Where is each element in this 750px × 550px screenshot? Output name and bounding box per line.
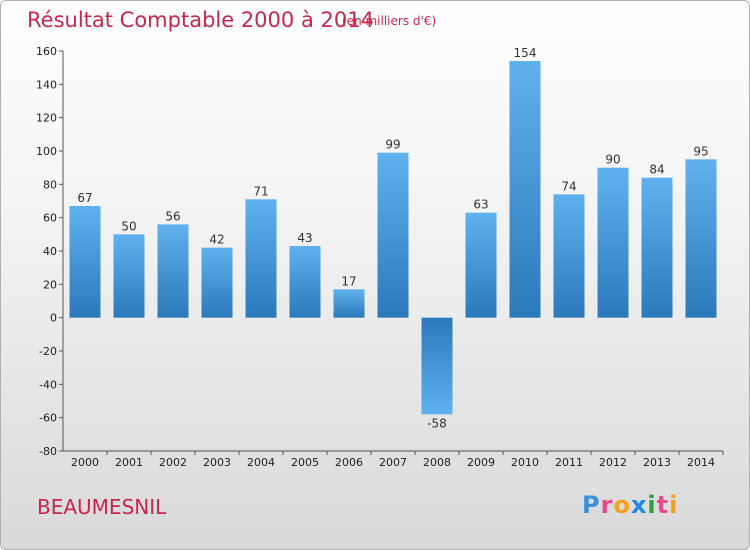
bar-2001: [113, 234, 145, 318]
data-label-2003: 42: [209, 233, 224, 247]
bar-2010: [509, 61, 541, 318]
x-tick-label: 2011: [555, 456, 583, 469]
data-label-2001: 50: [121, 219, 136, 233]
bars-group: [69, 61, 717, 415]
logo-letter: t: [656, 491, 670, 519]
logo-letter: o: [613, 491, 631, 519]
y-tick-label: 120: [36, 112, 57, 125]
y-tick-label: -80: [39, 445, 57, 458]
bar-2004: [245, 199, 277, 318]
x-tick-label: 2010: [511, 456, 539, 469]
bar-2003: [201, 247, 233, 318]
x-tick-label: 2001: [115, 456, 143, 469]
data-label-2005: 43: [297, 231, 312, 245]
chart-title: Résultat Comptable 2000 à 2014: [27, 8, 374, 32]
logo-letter: r: [600, 491, 614, 519]
bar-2007: [377, 152, 409, 318]
x-tick-label: 2012: [599, 456, 627, 469]
y-tick-label: 100: [36, 145, 57, 158]
data-label-2011: 74: [561, 179, 576, 193]
data-labels-group: 67 50 56 42 71 43 17 99 -58 63 154 74 90 84 95: [77, 46, 708, 430]
bar-2014: [685, 159, 717, 318]
y-tick-label: 20: [43, 278, 57, 291]
logo-letter: x: [630, 491, 648, 519]
x-tick-label: 2014: [687, 456, 715, 469]
logo-letter: i: [669, 491, 679, 519]
x-tick-label: 2013: [643, 456, 671, 469]
x-tick-label: 2008: [423, 456, 451, 469]
data-label-2002: 56: [165, 209, 180, 223]
x-tick-label: 2006: [335, 456, 363, 469]
data-label-2013: 84: [649, 163, 664, 177]
logo-letter: P: [582, 491, 601, 519]
x-tick-label: 2009: [467, 456, 495, 469]
x-tick-label: 2002: [159, 456, 187, 469]
data-label-2014: 95: [693, 144, 708, 158]
axes: 160 140 120 100 80 60 40 20 0 -20 -40 -60 -80 2000 200…: [36, 45, 724, 469]
bar-2009: [465, 212, 497, 318]
y-tick-label: 80: [43, 178, 57, 191]
data-label-2009: 63: [473, 198, 488, 212]
bar-2008: [421, 317, 453, 415]
y-tick-label: 40: [43, 245, 57, 258]
y-tick-label: 160: [36, 45, 57, 58]
data-label-2010: 154: [514, 46, 537, 60]
bar-2013: [641, 177, 673, 318]
data-label-2008: -58: [427, 416, 447, 430]
bar-2000: [69, 206, 101, 318]
data-label-2006: 17: [341, 274, 356, 288]
x-tick-label: 2005: [291, 456, 319, 469]
data-label-2004: 71: [253, 184, 268, 198]
y-tick-label: -40: [39, 378, 57, 391]
y-tick-label: 60: [43, 212, 57, 225]
bar-2006: [333, 289, 365, 318]
bar-2011: [553, 194, 585, 318]
bar-2002: [157, 224, 189, 318]
data-label-2012: 90: [605, 153, 620, 167]
bar-2012: [597, 167, 629, 318]
x-tick-label: 2000: [71, 456, 99, 469]
y-tick-label: 140: [36, 78, 57, 91]
y-tick-label: -60: [39, 412, 57, 425]
data-label-2007: 99: [385, 138, 400, 152]
data-label-2000: 67: [77, 191, 92, 205]
y-tick-label: 0: [50, 312, 57, 325]
logo-letter: i: [647, 491, 657, 519]
x-tick-label: 2003: [203, 456, 231, 469]
chart-subtitle: (en milliers d'€): [342, 14, 437, 28]
y-tick-label: -20: [39, 345, 57, 358]
proxiti-logo: Proxiti: [582, 491, 678, 519]
x-tick-label: 2004: [247, 456, 275, 469]
x-tick-label: 2007: [379, 456, 407, 469]
place-name: BEAUMESNIL: [37, 495, 167, 519]
bar-2005: [289, 246, 321, 318]
